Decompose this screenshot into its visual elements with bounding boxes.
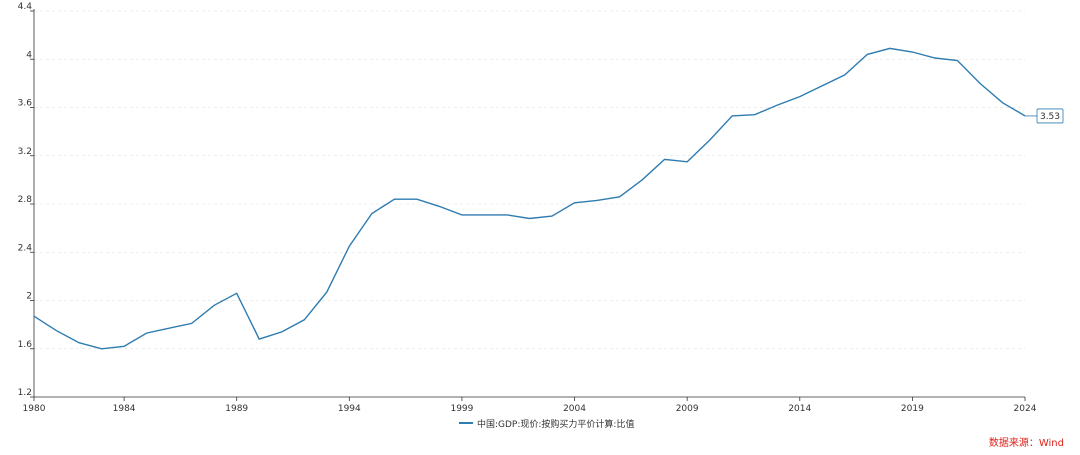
x-tick-label: 2014 [788,404,811,414]
axes [33,9,1025,398]
y-tick-label: 1.2 [18,388,32,398]
y-tick-label: 1.6 [18,340,33,350]
end-label-box [1036,108,1064,124]
legend-label: 中国:GDP:现价:按购买力平价计算:比值 [477,419,635,430]
y-tick-label: 2.4 [18,243,33,253]
y-tick-label: 2.8 [18,195,33,205]
y-axis-ticks: 1.2 1.6 2 2.4 2.8 3.2 3.6 4 4.4 [18,2,34,398]
end-value-callout: 3.53 [1025,108,1064,124]
x-tick-label: 2004 [563,404,586,414]
series-line [33,47,1026,350]
end-label-text: 3.53 [1040,112,1060,122]
x-axis-ticks: 1980 1984 1989 1994 1999 2004 2009 2014 2019 2024 [23,397,1037,414]
y-tick-label: 4 [26,50,32,60]
x-tick-label: 2009 [676,404,699,414]
legend-swatch [459,422,473,424]
x-tick-label: 1980 [23,404,46,414]
y-tick-label: 3.6 [18,99,33,109]
y-tick-label: 4.4 [18,2,33,12]
x-tick-label: 1989 [225,404,248,414]
x-tick-label: 1994 [338,404,361,414]
x-tick-label: 1984 [113,404,136,414]
x-tick-label: 1999 [450,404,473,414]
source-note: 数据来源：Wind [988,438,1064,449]
grid-lines [34,10,1025,350]
x-tick-label: 2019 [901,404,924,414]
x-tick-label: 2024 [1014,404,1037,414]
y-tick-label: 3.2 [18,147,32,157]
y-tick-label: 2 [26,292,32,302]
legend[interactable]: 中国:GDP:现价:按购买力平价计算:比值 [459,416,634,430]
